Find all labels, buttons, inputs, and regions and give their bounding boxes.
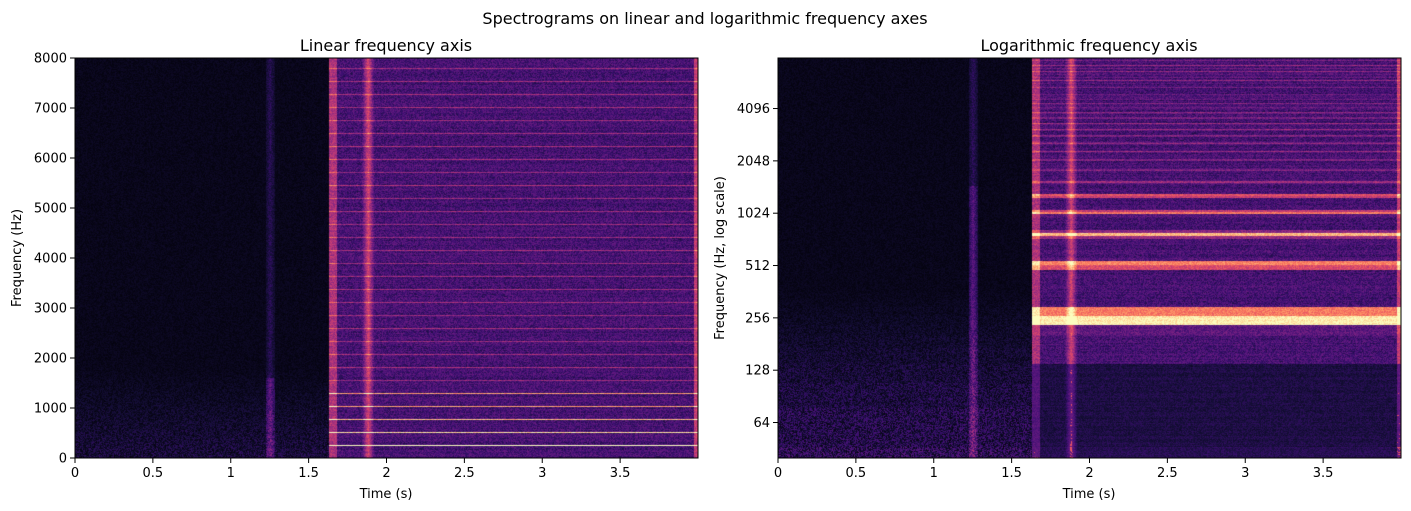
y-tick-label-log: 256 [745,311,770,326]
y-tick-label-linear: 7000 [34,102,67,117]
y-tick-label-log: 4096 [737,102,770,117]
y-tick-label-linear: 4000 [34,252,67,267]
spectrogram-log [778,58,1401,458]
x-tick-label-log: 2.5 [1157,466,1178,481]
x-tick-label-log: 1 [930,466,938,481]
x-tick-label-log: 3.5 [1313,466,1334,481]
x-axis-label-log: Time (s) [1062,487,1116,502]
y-tick-label-log: 1024 [737,207,770,222]
x-tick-label-linear: 1 [227,466,235,481]
y-tick-label-linear: 6000 [34,152,67,167]
x-tick-label-log: 1.5 [1001,466,1022,481]
y-tick-label-log: 64 [753,416,770,431]
y-tick-label-linear: 2000 [34,352,67,367]
x-tick-label-linear: 1.5 [298,466,319,481]
panel-title-log: Logarithmic frequency axis [980,36,1197,55]
y-tick-label-linear: 1000 [34,402,67,417]
x-tick-label-linear: 3.5 [610,466,631,481]
x-tick-label-log: 2 [1085,466,1093,481]
x-tick-label-log: 0 [774,466,782,481]
panel-linear: Linear frequency axis 0 0.5 1 1.5 2 2.5 3 3.5 0… [10,36,699,502]
spectrogram-linear [75,58,698,458]
panel-log: Logarithmic frequency axis 0 0.5 1 1.5 2 2.5 3… [713,36,1402,502]
x-tick-label-linear: 2 [382,466,390,481]
y-tick-label-linear: 8000 [34,52,67,67]
y-tick-label-log: 2048 [737,154,770,169]
x-tick-label-linear: 0 [71,466,79,481]
x-tick-label-linear: 3 [538,466,546,481]
panel-title-linear: Linear frequency axis [300,36,472,55]
y-tick-label-linear: 3000 [34,302,67,317]
x-tick-label-linear: 0.5 [143,466,164,481]
y-axis-label-log: Frequency (Hz, log scale) [713,176,728,340]
y-tick-label-log: 128 [745,364,770,379]
x-tick-label-linear: 2.5 [454,466,475,481]
x-tick-label-log: 3 [1241,466,1249,481]
y-tick-label-linear: 0 [59,452,67,467]
y-axis-label-linear: Frequency (Hz) [10,209,25,307]
y-tick-label-log: 512 [745,259,770,274]
x-tick-label-log: 0.5 [846,466,867,481]
x-axis-label-linear: Time (s) [359,487,413,502]
figure-title: Spectrograms on linear and logarithmic f… [482,9,927,28]
y-tick-label-linear: 5000 [34,202,67,217]
